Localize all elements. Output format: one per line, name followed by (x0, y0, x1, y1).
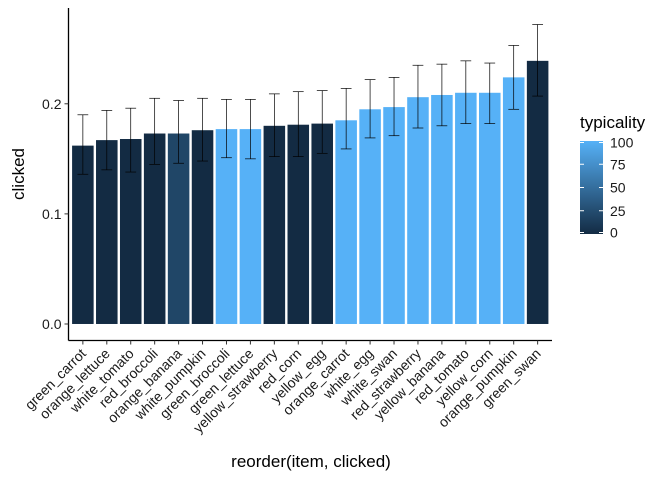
error-bar-yellow_corn (484, 62, 496, 124)
bar-red_broccoli (143, 133, 166, 324)
bar-green_swan (526, 60, 549, 324)
error-bar-red_broccoli (149, 97, 161, 165)
bar-yellow_corn (478, 92, 501, 324)
error-bar-white_tomato (125, 107, 137, 173)
bar-red_strawberry (407, 97, 429, 324)
y-axis-ticks: 0.0 0.1 0.2 (42, 96, 69, 332)
legend-ticks: 0 25 50 75 100 (580, 135, 634, 241)
error-bar-green_lettuce (245, 99, 256, 160)
bar-green_carrot (72, 145, 94, 324)
error-bar-red_corn (292, 91, 304, 157)
error-bar-orange_banana (173, 100, 184, 164)
error-bar-orange_pumpkin (508, 45, 520, 110)
legend-tick-label: 25 (610, 203, 626, 219)
legend-tick-label: 0 (610, 225, 618, 241)
bar-orange_lettuce (96, 140, 118, 324)
x-axis-title: reorder(item, clicked) (231, 452, 391, 471)
error-bar-orange_carrot (340, 88, 352, 150)
error-bar-yellow_strawberry (268, 93, 280, 157)
y-tick-label: 0.1 (42, 206, 62, 222)
y-tick-label: 0.0 (42, 316, 62, 332)
bar-white_pumpkin (191, 130, 214, 324)
error-bar-red_strawberry (412, 64, 424, 129)
y-axis-title: clicked (9, 148, 28, 200)
error-bar-orange_lettuce (101, 110, 113, 171)
bar-yellow_banana (431, 94, 453, 324)
error-bar-green_broccoli (221, 99, 232, 159)
bar-orange_banana (167, 133, 190, 324)
bar-white_swan (383, 107, 405, 324)
bar-green_lettuce (239, 129, 262, 324)
legend-colorbar (580, 141, 603, 234)
bar-white_egg (359, 109, 381, 324)
error-bar-white_egg (364, 79, 376, 139)
bar-yellow_strawberry (263, 125, 286, 324)
error-bar-red_tomato (460, 60, 472, 124)
error-bar-green_swan (532, 24, 544, 97)
legend-tick-label: 100 (610, 135, 634, 151)
error-bar-yellow_egg (316, 90, 328, 154)
legend-title: typicality (580, 113, 646, 132)
bar-orange_carrot (335, 120, 357, 324)
bar-yellow_egg (311, 123, 333, 324)
legend: typicality 0 25 50 75 100 (580, 113, 646, 241)
bars-group (72, 60, 549, 324)
bar-white_tomato (119, 139, 142, 324)
bar-orange_pumpkin (502, 77, 525, 324)
error-bar-yellow_banana (436, 63, 448, 127)
legend-tick-label: 75 (610, 156, 626, 172)
x-axis-ticks: green_carrotorange_lettucewhite_tomatore… (22, 340, 544, 436)
error-bar-white_pumpkin (197, 97, 208, 162)
error-bar-white_swan (388, 77, 400, 137)
error-bars-group (77, 24, 544, 175)
bar-red_corn (287, 124, 310, 324)
legend-tick-label: 50 (610, 180, 626, 196)
bar-green_broccoli (215, 129, 238, 324)
error-bar-green_carrot (77, 114, 89, 175)
bar-red_tomato (455, 92, 477, 324)
y-tick-label: 0.2 (42, 96, 62, 112)
